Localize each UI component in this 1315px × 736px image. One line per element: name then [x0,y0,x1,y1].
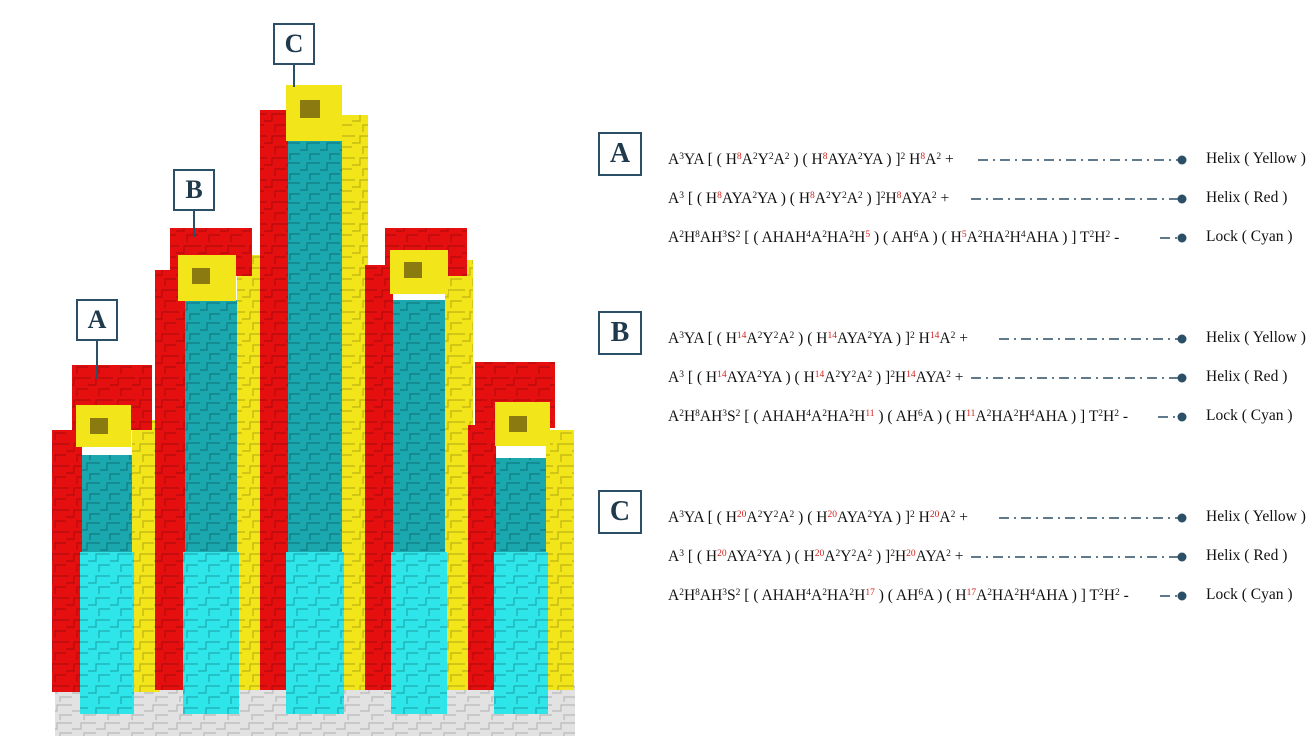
formula-row-b-3: A2H8AH3S2 [ ( AHAH4A2HA2H11 ) ( AH6A ) (… [668,405,1308,429]
component-name: Helix ( Red ) [1206,189,1288,206]
dash-dot-connector [971,194,1187,204]
formula-text: A3YA [ ( H20A2Y2A2 ) ( H20AYA2YA ) ]2 H2… [668,509,968,526]
formula-text: A3 [ ( H8AYA2YA ) ( H8A2Y2A2 ) ]2H8AYA2 … [668,190,950,207]
dash-dot-connector [1160,591,1187,601]
formula-row-c-1: A3YA [ ( H20A2Y2A2 ) ( H20AYA2YA ) ]2 H2… [668,506,1308,530]
connector-end-dot [1177,552,1187,562]
group-label-c: C [598,490,642,534]
formula-text: A2H8AH3S2 [ ( AHAH4A2HA2H11 ) ( AH6A ) (… [668,408,1129,425]
dash-dot-connector [1160,233,1187,243]
component-name: Helix ( Red ) [1206,368,1288,385]
formula-text: A2H8AH3S2 [ ( AHAH4A2HA2H17 ) ( AH6A ) (… [668,587,1129,604]
dash-dot-connector [971,373,1187,383]
formula-row-a-3: A2H8AH3S2 [ ( AHAH4A2HA2H5 ) ( AH6A ) ( … [668,226,1308,250]
block-structure-illustration [52,85,575,736]
formula-row-c-2: A3 [ ( H20AYA2YA ) ( H20A2Y2A2 ) ]2H20AY… [668,545,1308,569]
component-name: Helix ( Yellow ) [1206,508,1306,525]
connector-end-dot [1177,194,1187,204]
tower-a-right [468,362,574,714]
connector-end-dot [1177,412,1187,422]
dash-dot-connector [971,552,1187,562]
formula-text: A2H8AH3S2 [ ( AHAH4A2HA2H5 ) ( AH6A ) ( … [668,229,1120,246]
group-label-b: B [598,311,642,355]
connector-end-dot [1177,591,1187,601]
component-name: Helix ( Yellow ) [1206,329,1306,346]
tower-label-a: A [76,299,118,341]
tower-c-center [260,85,368,714]
group-label-a: A [598,132,642,176]
formula-row-b-2: A3 [ ( H14AYA2YA ) ( H14A2Y2A2 ) ]2H14AY… [668,366,1308,390]
formula-text: A3YA [ ( H8A2Y2A2 ) ( H8AYA2YA ) ]2 H8A2… [668,151,954,168]
formula-row-c-3: A2H8AH3S2 [ ( AHAH4A2HA2H17 ) ( AH6A ) (… [668,584,1308,608]
tower-b-right [365,228,473,714]
tower-a-left [52,365,160,714]
connector-end-dot [1177,233,1187,243]
component-name: Lock ( Cyan ) [1206,407,1293,424]
formula-row-b-1: A3YA [ ( H14A2Y2A2 ) ( H14AYA2YA ) ]2 H1… [668,327,1308,351]
dash-dot-connector [999,513,1187,523]
dash-dot-connector [999,334,1187,344]
dash-dot-connector [1158,412,1187,422]
dash-dot-connector [978,155,1187,165]
connector-end-dot [1177,155,1187,165]
tower-label-c-leader [293,65,295,87]
component-name: Lock ( Cyan ) [1206,586,1293,603]
connector-end-dot [1177,513,1187,523]
component-name: Lock ( Cyan ) [1206,228,1293,245]
component-name: Helix ( Yellow ) [1206,150,1306,167]
tower-b-left [155,228,263,714]
tower-label-c: C [273,23,315,65]
formula-text: A3 [ ( H14AYA2YA ) ( H14A2Y2A2 ) ]2H14AY… [668,369,964,386]
formula-text: A3 [ ( H20AYA2YA ) ( H20A2Y2A2 ) ]2H20AY… [668,548,964,565]
tower-label-b-leader [193,211,195,237]
tower-label-a-leader [96,341,98,379]
formula-text: A3YA [ ( H14A2Y2A2 ) ( H14AYA2YA ) ]2 H1… [668,330,968,347]
formula-row-a-1: A3YA [ ( H8A2Y2A2 ) ( H8AYA2YA ) ]2 H8A2… [668,148,1308,172]
component-name: Helix ( Red ) [1206,547,1288,564]
formula-row-a-2: A3 [ ( H8AYA2YA ) ( H8A2Y2A2 ) ]2H8AYA2 … [668,187,1308,211]
tower-label-b: B [173,169,215,211]
connector-end-dot [1177,334,1187,344]
connector-end-dot [1177,373,1187,383]
